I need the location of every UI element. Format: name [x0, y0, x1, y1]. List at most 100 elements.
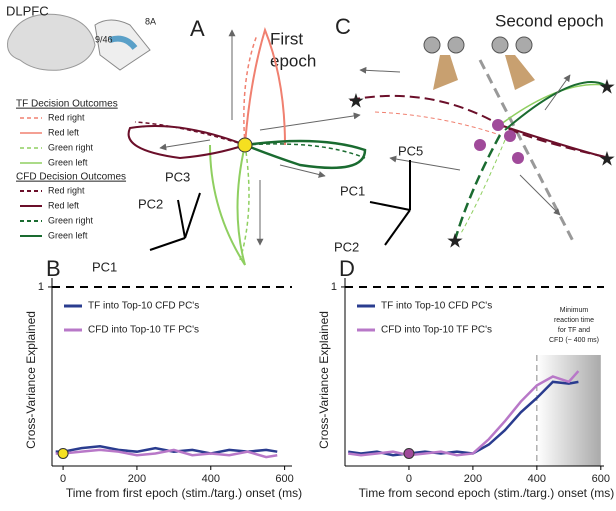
legend-label: Green right	[48, 215, 94, 225]
panel-letter: C	[335, 14, 351, 39]
legend-label: TF into Top-10 CFD PC's	[88, 301, 199, 312]
legend-label: Red left	[48, 200, 80, 210]
target	[491, 36, 509, 54]
region-label: DLPFC	[6, 3, 49, 18]
axis-line	[369, 201, 411, 211]
x-axis-label: Time from first epoch (stim./targ.) onse…	[66, 486, 302, 500]
x-tick-label: 200	[128, 473, 146, 485]
marker	[403, 447, 415, 459]
x-tick-label: 200	[464, 473, 482, 485]
axis-arrow	[544, 74, 571, 111]
trajectory	[459, 139, 506, 236]
panel-c: C Second epoch ★ ★ ★ ★ PC5 PC1 PC2	[334, 11, 616, 254]
star: ★	[598, 76, 616, 98]
trajectory	[453, 134, 502, 241]
trajectory	[504, 81, 606, 131]
x-tick-label: 600	[592, 473, 610, 485]
axis-label: PC3	[165, 169, 190, 184]
series-line	[348, 370, 580, 457]
x-tick-label: 0	[406, 473, 412, 485]
panel-a: DLPFC 8A 9/46 A First epoch TF Decision …	[6, 3, 367, 274]
x-tick-label: 400	[202, 473, 220, 485]
panel-title: epoch	[270, 51, 316, 70]
annotation: for TF and	[558, 327, 590, 334]
panel-letter: A	[190, 16, 205, 41]
brain	[7, 13, 96, 71]
panel-title: Second epoch	[495, 11, 604, 30]
star: ★	[446, 230, 464, 252]
target	[423, 36, 441, 54]
legend-label: Red right	[48, 185, 85, 195]
start-point	[237, 137, 253, 153]
annotation: CFD (~ 400 ms)	[549, 337, 599, 344]
panel-letter: D	[339, 256, 355, 281]
trajectory	[244, 143, 366, 159]
region	[109, 35, 138, 50]
axis-arrow	[389, 155, 461, 171]
legend-title: TF Decision Outcomes	[16, 99, 118, 110]
x-tick-label: 400	[528, 473, 546, 485]
brain-label: 8A	[145, 16, 156, 26]
start-point	[504, 130, 516, 142]
axis-label: PC2	[334, 239, 359, 254]
start-point	[474, 139, 486, 151]
trajectory	[499, 83, 606, 126]
axis-line	[184, 192, 201, 239]
axis-arrow	[159, 139, 211, 151]
x-tick-label: 0	[60, 473, 66, 485]
brain-label: 9/46	[95, 34, 113, 44]
legend-label: Red left	[48, 127, 80, 137]
hand	[505, 55, 535, 90]
legend-label: Green right	[48, 142, 94, 152]
legend-label: CFD into Top-10 TF PC's	[381, 325, 492, 336]
x-axis-label: Time from second epoch (stim./targ.) ons…	[359, 486, 615, 500]
panel-title: First	[270, 29, 303, 48]
x-tick-label: 600	[275, 473, 293, 485]
trajectory	[244, 139, 367, 170]
y-axis-label: Cross-Variance Explained	[24, 311, 38, 449]
shaded-region	[536, 354, 601, 466]
legend-label: Green left	[48, 157, 88, 167]
trajectory	[243, 34, 258, 146]
start-point	[492, 119, 504, 131]
legend-label: TF into Top-10 CFD PC's	[381, 301, 492, 312]
star: ★	[347, 90, 365, 112]
axis-label: PC1	[92, 259, 117, 274]
axis-line	[177, 199, 186, 239]
legend-label: Green left	[48, 230, 88, 240]
trajectory	[127, 125, 246, 160]
axis-line	[149, 237, 186, 251]
annotation: reaction time	[554, 317, 594, 324]
axis-label: PC2	[138, 196, 163, 211]
y-tick-label: 1	[38, 281, 44, 293]
brain-section	[94, 19, 151, 71]
axis-arrow	[359, 66, 401, 74]
trajectory	[244, 26, 286, 146]
hand	[433, 55, 458, 90]
annotation: Minimum	[560, 307, 589, 314]
legend-title: CFD Decision Outcomes	[16, 172, 126, 183]
star: ★	[598, 148, 616, 170]
axis-arrow	[519, 174, 561, 216]
target	[515, 36, 533, 54]
axis-line	[384, 209, 411, 246]
y-tick-label: 1	[331, 281, 337, 293]
axis-arrow	[279, 164, 326, 178]
target	[447, 36, 465, 54]
y-axis-label: Cross-Variance Explained	[317, 311, 331, 449]
trajectory	[374, 111, 501, 136]
trajectory	[209, 144, 246, 266]
panel-letter: B	[46, 256, 61, 281]
series-line	[55, 448, 278, 459]
axis-label: PC1	[340, 183, 365, 198]
marker	[57, 447, 69, 459]
legend-label: Red right	[48, 112, 85, 122]
legend-label: CFD into Top-10 TF PC's	[88, 325, 199, 336]
axis-label: PC5	[398, 143, 423, 158]
trajectory	[499, 124, 609, 159]
boundary	[478, 59, 577, 246]
axis-arrow	[259, 112, 361, 131]
legend: Red right Red left Green right Green left Re…	[20, 112, 94, 240]
start-point	[512, 152, 524, 164]
